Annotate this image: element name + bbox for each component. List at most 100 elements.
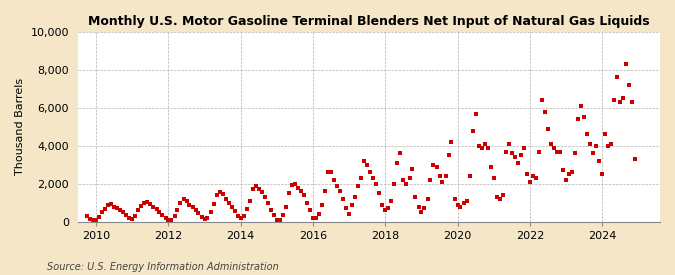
Point	[124, 216, 135, 220]
Point	[533, 149, 544, 154]
Point	[271, 218, 282, 222]
Point	[292, 185, 303, 190]
Point	[238, 214, 249, 218]
Point	[364, 170, 375, 175]
Point	[630, 157, 641, 161]
Point	[482, 145, 493, 150]
Point	[413, 205, 424, 210]
Point	[314, 212, 325, 216]
Point	[522, 172, 533, 177]
Point	[166, 218, 177, 222]
Point	[461, 199, 472, 203]
Point	[94, 215, 105, 219]
Point	[344, 212, 354, 216]
Point	[142, 200, 153, 204]
Point	[265, 208, 276, 213]
Point	[335, 189, 346, 194]
Point	[485, 164, 496, 169]
Point	[281, 204, 292, 209]
Point	[549, 145, 560, 150]
Point	[347, 202, 358, 207]
Point	[371, 182, 381, 186]
Point	[277, 213, 288, 217]
Point	[90, 218, 101, 222]
Point	[545, 142, 556, 146]
Point	[446, 140, 457, 144]
Point	[326, 170, 337, 175]
Point	[359, 159, 370, 163]
Point	[223, 200, 234, 205]
Point	[570, 151, 580, 156]
Point	[599, 132, 610, 137]
Point	[160, 216, 171, 220]
Point	[377, 202, 388, 207]
Point	[151, 207, 162, 211]
Point	[464, 174, 475, 178]
Point	[157, 213, 167, 217]
Point	[582, 132, 593, 137]
Point	[310, 216, 321, 220]
Point	[434, 174, 445, 178]
Point	[591, 144, 601, 148]
Point	[319, 189, 330, 194]
Point	[497, 193, 508, 197]
Point	[217, 192, 228, 196]
Point	[175, 200, 186, 205]
Point	[404, 176, 415, 180]
Point	[100, 207, 111, 211]
Point	[618, 96, 628, 101]
Point	[112, 206, 123, 211]
Point	[215, 190, 225, 194]
Point	[621, 62, 632, 66]
Point	[510, 155, 520, 160]
Point	[304, 208, 315, 213]
Point	[356, 176, 367, 180]
Point	[329, 178, 340, 182]
Point	[130, 214, 140, 218]
Point	[263, 200, 273, 205]
Point	[181, 199, 192, 203]
Point	[558, 168, 568, 173]
Point	[236, 216, 246, 220]
Point	[88, 218, 99, 222]
Point	[190, 208, 201, 213]
Point	[594, 159, 605, 163]
Point	[597, 172, 608, 177]
Point	[338, 197, 348, 201]
Point	[260, 195, 271, 199]
Point	[488, 176, 499, 180]
Point	[440, 174, 451, 178]
Point	[196, 215, 207, 219]
Point	[477, 145, 487, 150]
Point	[84, 217, 95, 221]
Point	[323, 170, 333, 175]
Point	[443, 153, 454, 158]
Point	[274, 218, 285, 222]
Point	[230, 209, 240, 213]
Point	[407, 166, 418, 171]
Point	[109, 204, 119, 209]
Point	[470, 111, 481, 116]
Point	[145, 202, 156, 206]
Point	[437, 180, 448, 184]
Title: Monthly U.S. Motor Gasoline Terminal Blenders Net Input of Natural Gas Liquids: Monthly U.S. Motor Gasoline Terminal Ble…	[88, 15, 650, 28]
Point	[317, 202, 327, 207]
Point	[106, 202, 117, 206]
Point	[389, 182, 400, 186]
Point	[290, 182, 300, 186]
Point	[208, 202, 219, 206]
Point	[455, 205, 466, 210]
Point	[103, 202, 113, 207]
Point	[253, 186, 264, 191]
Point	[148, 204, 159, 209]
Point	[585, 142, 595, 146]
Point	[287, 183, 298, 187]
Point	[202, 216, 213, 220]
Point	[226, 204, 237, 209]
Point	[398, 178, 409, 182]
Point	[302, 200, 313, 205]
Point	[425, 178, 436, 182]
Point	[392, 161, 402, 165]
Point	[531, 176, 541, 180]
Point	[504, 142, 514, 146]
